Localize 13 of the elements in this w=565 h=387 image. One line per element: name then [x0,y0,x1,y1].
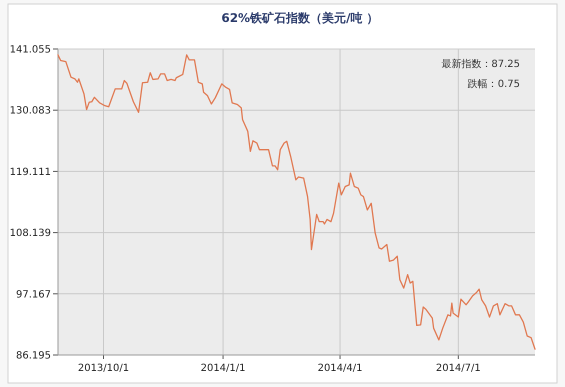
y-tick-label: 119.111 [10,166,51,178]
y-tick-label: 86.195 [16,350,51,362]
annotation: 最新指数：87.25 [441,59,520,70]
x-tick-label: 2014/7/1 [436,363,481,374]
x-tick-label: 2013/10/1 [78,363,130,374]
y-tick-label: 141.055 [10,44,51,56]
title: 62%铁矿石指数（美元/吨 ） [221,11,379,25]
annotation: 跌幅：0.75 [468,79,520,90]
y-tick-label: 97.167 [16,289,51,300]
x-tick-label: 2014/1/1 [200,363,246,374]
x-tick-label: 2014/4/1 [318,363,362,374]
y-tick-label: 108.139 [10,228,51,240]
y-tick-label: 130.083 [10,106,51,117]
